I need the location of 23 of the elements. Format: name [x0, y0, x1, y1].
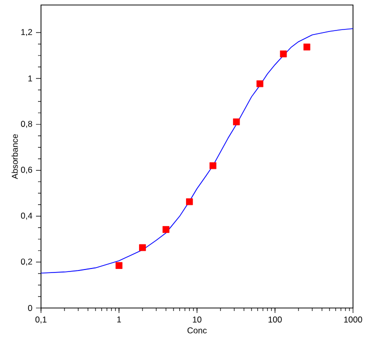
x-tick-label: 1000: [344, 316, 362, 323]
point: [210, 162, 216, 170]
point: [256, 80, 264, 88]
y-tick-label: 1,2: [21, 29, 32, 36]
y-tick-label: 0: [28, 304, 32, 312]
point: [233, 118, 240, 126]
point: [186, 198, 193, 206]
x-tick-label: 10: [192, 316, 202, 323]
y-tick-label: 0,2: [20, 258, 32, 266]
x-axis-title: Conc: [188, 327, 207, 334]
point: [116, 262, 122, 269]
point: [280, 50, 287, 58]
y-tick-label: 0,8: [20, 120, 32, 128]
point: [139, 244, 146, 252]
y-tick-label: 0,6: [20, 166, 32, 174]
x-tick-label: 100: [268, 316, 282, 323]
point: [303, 44, 310, 50]
point: [162, 226, 170, 233]
y-tick-label: 1: [28, 76, 32, 82]
x-tick-label: 1: [117, 316, 121, 322]
x-tick-label: 0,1: [35, 316, 46, 324]
y-axis-title: Absorbance: [12, 134, 18, 180]
y-tick-label: 0,4: [20, 212, 32, 220]
